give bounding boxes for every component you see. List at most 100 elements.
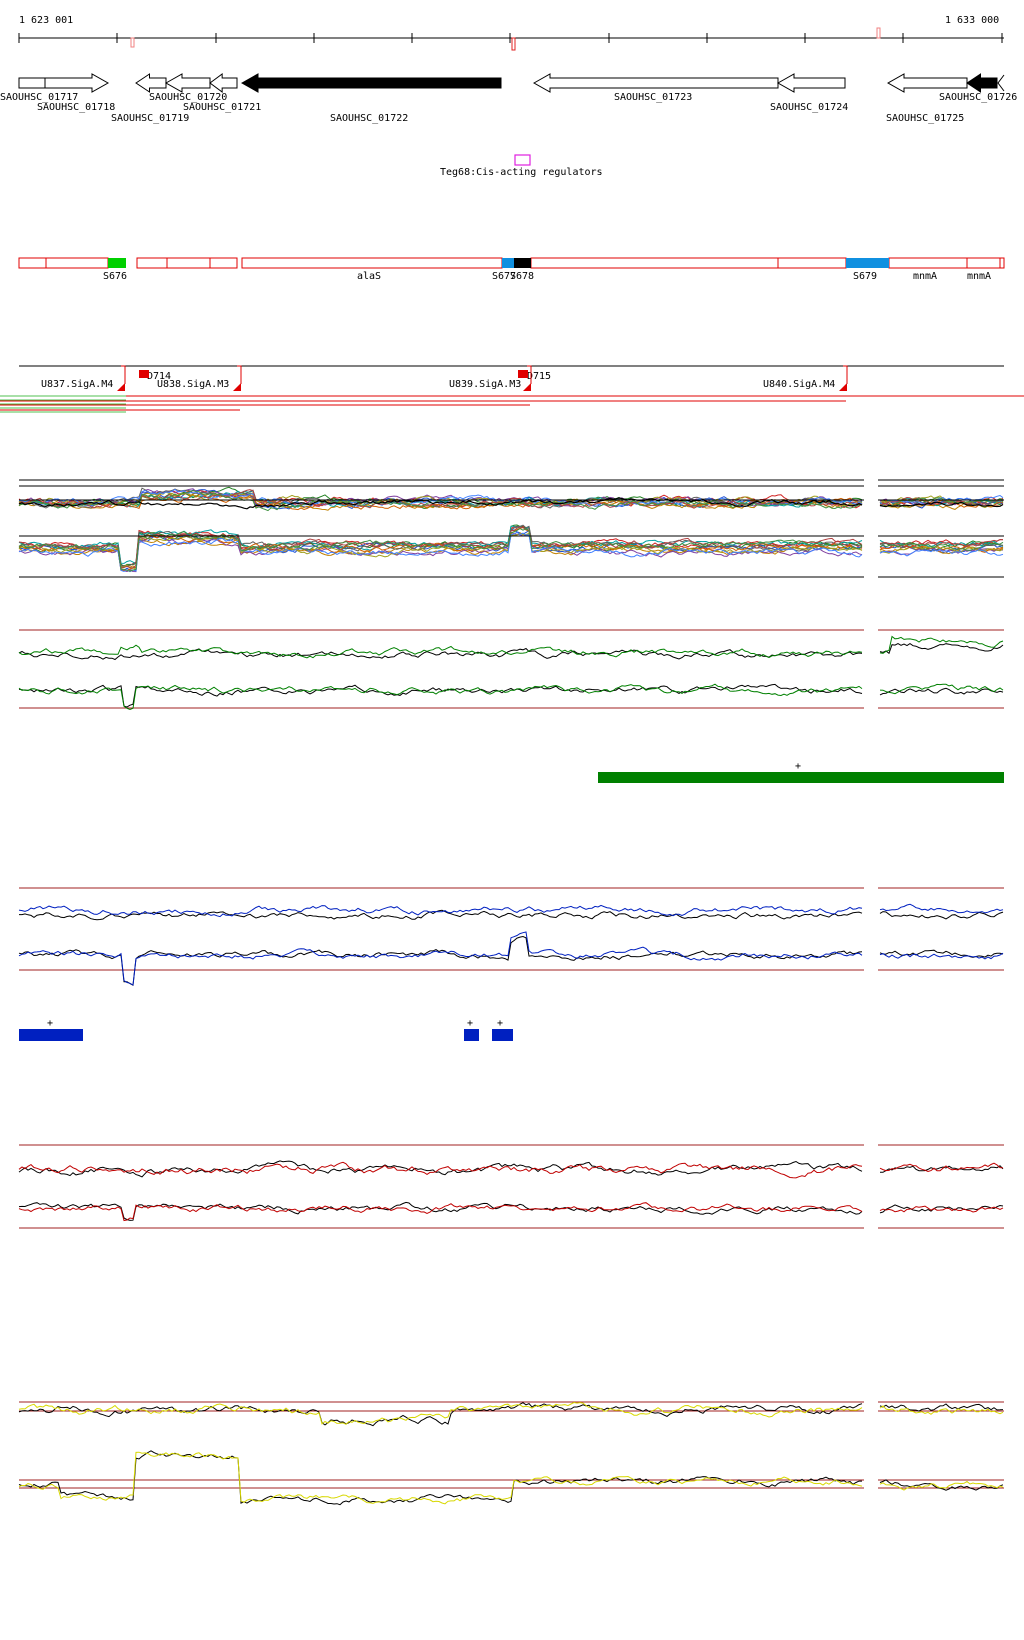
tu-arrowhead-3 [839, 383, 847, 391]
gene-label: SAOUHSC_01724 [770, 102, 848, 113]
segment-box-10[interactable] [999, 257, 1005, 269]
dna-marker-d714[interactable] [139, 370, 149, 378]
blue-block-3[interactable] [492, 1029, 513, 1041]
gene-arrow-saouhsc_01724[interactable]: SAOUHSC_01724 [770, 73, 848, 113]
segment-box-9[interactable] [966, 257, 1001, 269]
regulator-label: Teg68:Cis-acting regulators [440, 167, 603, 178]
red-lower-series [18, 1202, 1004, 1222]
multi-lower-series-11 [18, 528, 1004, 572]
segment-box-3[interactable] [166, 257, 211, 269]
blue-upper-black [19, 909, 1004, 921]
segment-s679[interactable] [846, 258, 889, 268]
multi-lower-series-9 [18, 531, 1004, 573]
gene-shape[interactable] [44, 73, 110, 93]
gene-shape[interactable] [164, 73, 211, 93]
segment-label-mnma-2: mnmA [967, 271, 991, 282]
green-upper-black [18, 642, 1004, 661]
gene-label: SAOUHSC_01722 [330, 113, 408, 124]
gene-label: SAOUHSC_01718 [37, 102, 115, 113]
expression-tracks [18, 479, 1004, 1506]
gene-shape[interactable] [886, 73, 968, 93]
tu-arrowhead-1 [233, 383, 241, 391]
gene-shape[interactable] [966, 73, 998, 93]
ruler-start-label: 1 623 001 [19, 15, 73, 26]
gene-arrow-saouhsc_01726[interactable]: SAOUHSC_01726 [939, 73, 1017, 103]
tu-bracket-0 [121, 365, 126, 384]
segment-box-8[interactable] [888, 257, 968, 269]
regulator-track: Teg68:Cis-acting regulators [440, 154, 603, 178]
blue-plus-mark-1: + [47, 1018, 53, 1029]
gene-label: SAOUHSC_01725 [886, 113, 964, 124]
tu-bracket-1 [237, 365, 242, 384]
segment-track: S676 alaS S677 S678 S679 mnmA mnmA [18, 257, 1005, 282]
segment-box-1[interactable] [45, 257, 109, 269]
multi-lower-series-3 [18, 532, 1004, 570]
gene-shape[interactable] [532, 73, 779, 93]
dna-marker-d715[interactable] [518, 370, 528, 378]
coordinate-ruler: 1 623 001 1 633 000 [18, 15, 1004, 51]
gene-shape[interactable] [776, 73, 846, 93]
segment-label-mnma-1: mnmA [913, 271, 937, 282]
segment-label-alas: alaS [357, 271, 381, 282]
tu-label-u840: U840.SigA.M4 [763, 379, 835, 390]
segment-label-s679: S679 [853, 271, 877, 282]
gene-shape[interactable] [18, 77, 46, 89]
segment-label-s677: S677 [492, 271, 516, 282]
green-upper-series [18, 635, 1004, 659]
gene-arrow-saouhsc_01718[interactable]: SAOUHSC_01718 [37, 73, 115, 113]
dna-label-d714: D714 [147, 371, 171, 382]
regulator-box[interactable] [514, 154, 531, 166]
blue-block-1[interactable] [19, 1029, 83, 1041]
segment-box-0[interactable] [18, 257, 47, 269]
multi-upper-black [18, 497, 1004, 510]
gene-label: SAOUHSC_01726 [939, 92, 1017, 103]
tu-label-u839: U839.SigA.M3 [449, 379, 521, 390]
ruler-end-label: 1 633 000 [945, 15, 999, 26]
green-lower-series [18, 683, 1004, 711]
blue-upper-series [18, 903, 1004, 918]
gene-track: SAOUHSC_01717SAOUHSC_01718SAOUHSC_01719S… [0, 73, 1017, 124]
tu-bracket-2 [527, 365, 532, 384]
yellow-lower-series [18, 1451, 1004, 1505]
tu-label-u838: U838.SigA.M3 [157, 379, 229, 390]
red-upper-black [18, 1160, 1004, 1178]
yellow-upper-series [18, 1401, 1004, 1425]
segment-s678[interactable] [514, 258, 531, 268]
segment-s676[interactable] [108, 258, 126, 268]
green-plus-mark: + [795, 761, 801, 772]
gene-shape[interactable] [240, 73, 502, 93]
segment-box-4[interactable] [209, 257, 238, 269]
gene-shape[interactable] [209, 73, 238, 93]
strand-marks: + + + + [47, 761, 801, 1029]
gene-label: SAOUHSC_01717 [0, 92, 78, 103]
ruler-ticks [18, 33, 1003, 43]
gene-label: SAOUHSC_01721 [183, 102, 261, 113]
segment-box-2[interactable] [136, 257, 168, 269]
gene-arrow-saouhsc_01721[interactable]: SAOUHSC_01721 [183, 73, 261, 113]
gene-edge-arrow [997, 74, 1005, 92]
transcription-unit-track: U837.SigA.M4 U838.SigA.M3 U839.SigA.M3 U… [0, 365, 1024, 413]
tu-label-u837: U837.SigA.M4 [41, 379, 113, 390]
segment-box-6[interactable] [530, 257, 779, 269]
gene-label: SAOUHSC_01723 [614, 92, 692, 103]
gene-label: SAOUHSC_01720 [149, 92, 227, 103]
gene-shape[interactable] [135, 73, 167, 93]
blue-plus-mark-3: + [497, 1018, 503, 1029]
segment-box-7[interactable] [777, 257, 847, 269]
multi-lower-series-4 [18, 531, 1004, 573]
yellow-upper-black [18, 1402, 1004, 1427]
segment-box-5[interactable] [241, 257, 503, 269]
segment-label-s676: S676 [103, 271, 127, 282]
blue-lower-series [18, 931, 1004, 986]
gene-label: SAOUHSC_01719 [111, 113, 189, 124]
blue-lower-black [18, 935, 1004, 986]
segment-s677[interactable] [502, 258, 514, 268]
green-block[interactable] [598, 772, 1004, 783]
green-lower-black [18, 683, 1004, 708]
blue-block-2[interactable] [464, 1029, 479, 1041]
gene-arrow-saouhsc_01722[interactable]: SAOUHSC_01722 [240, 73, 502, 124]
tu-bracket-3 [843, 365, 848, 384]
gene-arrow-saouhsc_01723[interactable]: SAOUHSC_01723 [532, 73, 779, 103]
